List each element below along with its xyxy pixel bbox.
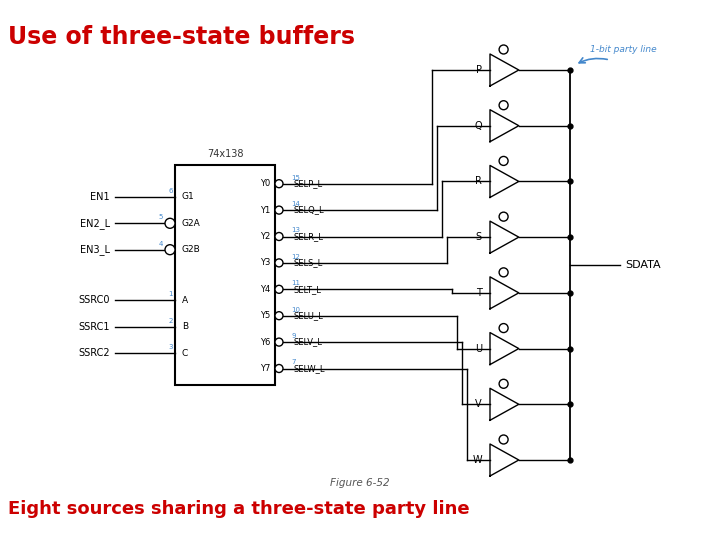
Circle shape: [499, 157, 508, 165]
Text: 2: 2: [168, 318, 173, 323]
Text: Use of three-state buffers: Use of three-state buffers: [8, 25, 355, 49]
Text: Y7: Y7: [260, 364, 270, 373]
Text: 15: 15: [291, 175, 300, 181]
Circle shape: [275, 312, 283, 320]
Circle shape: [165, 245, 175, 255]
Text: 14: 14: [291, 201, 300, 207]
Text: SSRC1: SSRC1: [78, 322, 110, 332]
Text: W: W: [472, 455, 482, 465]
Text: Y1: Y1: [260, 206, 270, 214]
Text: G1: G1: [182, 192, 194, 201]
Text: G2A: G2A: [182, 219, 201, 228]
Circle shape: [275, 206, 283, 214]
Bar: [175, 165, 275, 385]
Circle shape: [499, 268, 508, 277]
Text: 74x138: 74x138: [207, 149, 243, 159]
Text: EN1: EN1: [91, 192, 110, 202]
Text: S: S: [476, 232, 482, 242]
Text: Q: Q: [474, 121, 482, 131]
Text: EN2_L: EN2_L: [80, 218, 110, 229]
Text: 1: 1: [168, 291, 173, 298]
Circle shape: [275, 285, 283, 293]
Circle shape: [499, 435, 508, 444]
Text: 1-bit party line: 1-bit party line: [590, 45, 657, 55]
Circle shape: [499, 212, 508, 221]
Text: Y4: Y4: [260, 285, 270, 294]
Text: U: U: [475, 343, 482, 354]
Text: SELT_L: SELT_L: [293, 285, 321, 294]
Text: 13: 13: [291, 227, 300, 233]
Circle shape: [499, 323, 508, 333]
Text: V: V: [475, 399, 482, 409]
Text: 7: 7: [291, 360, 295, 366]
Text: R: R: [475, 177, 482, 186]
Text: 4: 4: [158, 241, 163, 247]
Text: SELW_L: SELW_L: [293, 364, 325, 373]
Text: Eight sources sharing a three-state party line: Eight sources sharing a three-state part…: [8, 500, 469, 518]
Text: T: T: [476, 288, 482, 298]
Circle shape: [499, 101, 508, 110]
Text: SELV_L: SELV_L: [293, 338, 322, 347]
Text: SELP_L: SELP_L: [293, 179, 322, 188]
Text: SSRC2: SSRC2: [78, 348, 110, 358]
Text: P: P: [476, 65, 482, 75]
Text: 9: 9: [291, 333, 295, 339]
Text: 3: 3: [168, 344, 173, 350]
Circle shape: [275, 233, 283, 240]
Text: Y3: Y3: [260, 259, 270, 267]
Circle shape: [165, 218, 175, 228]
Text: C: C: [182, 349, 188, 357]
Text: SELS_L: SELS_L: [293, 259, 323, 267]
Text: Figure 6-52: Figure 6-52: [330, 478, 390, 488]
Text: SELR_L: SELR_L: [293, 232, 323, 241]
Circle shape: [275, 364, 283, 373]
Text: 5: 5: [158, 214, 163, 220]
Text: 10: 10: [291, 307, 300, 313]
Text: 11: 11: [291, 280, 300, 286]
Text: G2B: G2B: [182, 245, 201, 254]
Text: A: A: [182, 296, 188, 305]
Circle shape: [275, 338, 283, 346]
Circle shape: [275, 180, 283, 188]
Text: SDATA: SDATA: [625, 260, 661, 270]
Text: SELQ_L: SELQ_L: [293, 206, 323, 214]
Text: Y0: Y0: [260, 179, 270, 188]
Circle shape: [499, 45, 508, 54]
Text: Y5: Y5: [260, 311, 270, 320]
Text: SSRC0: SSRC0: [78, 295, 110, 305]
Text: SELU_L: SELU_L: [293, 311, 323, 320]
Circle shape: [275, 259, 283, 267]
Text: Y6: Y6: [260, 338, 270, 347]
Circle shape: [499, 379, 508, 388]
Text: B: B: [182, 322, 188, 331]
Text: Y2: Y2: [260, 232, 270, 241]
Text: 12: 12: [291, 254, 300, 260]
Text: EN3_L: EN3_L: [80, 244, 110, 255]
Text: 6: 6: [168, 188, 173, 194]
